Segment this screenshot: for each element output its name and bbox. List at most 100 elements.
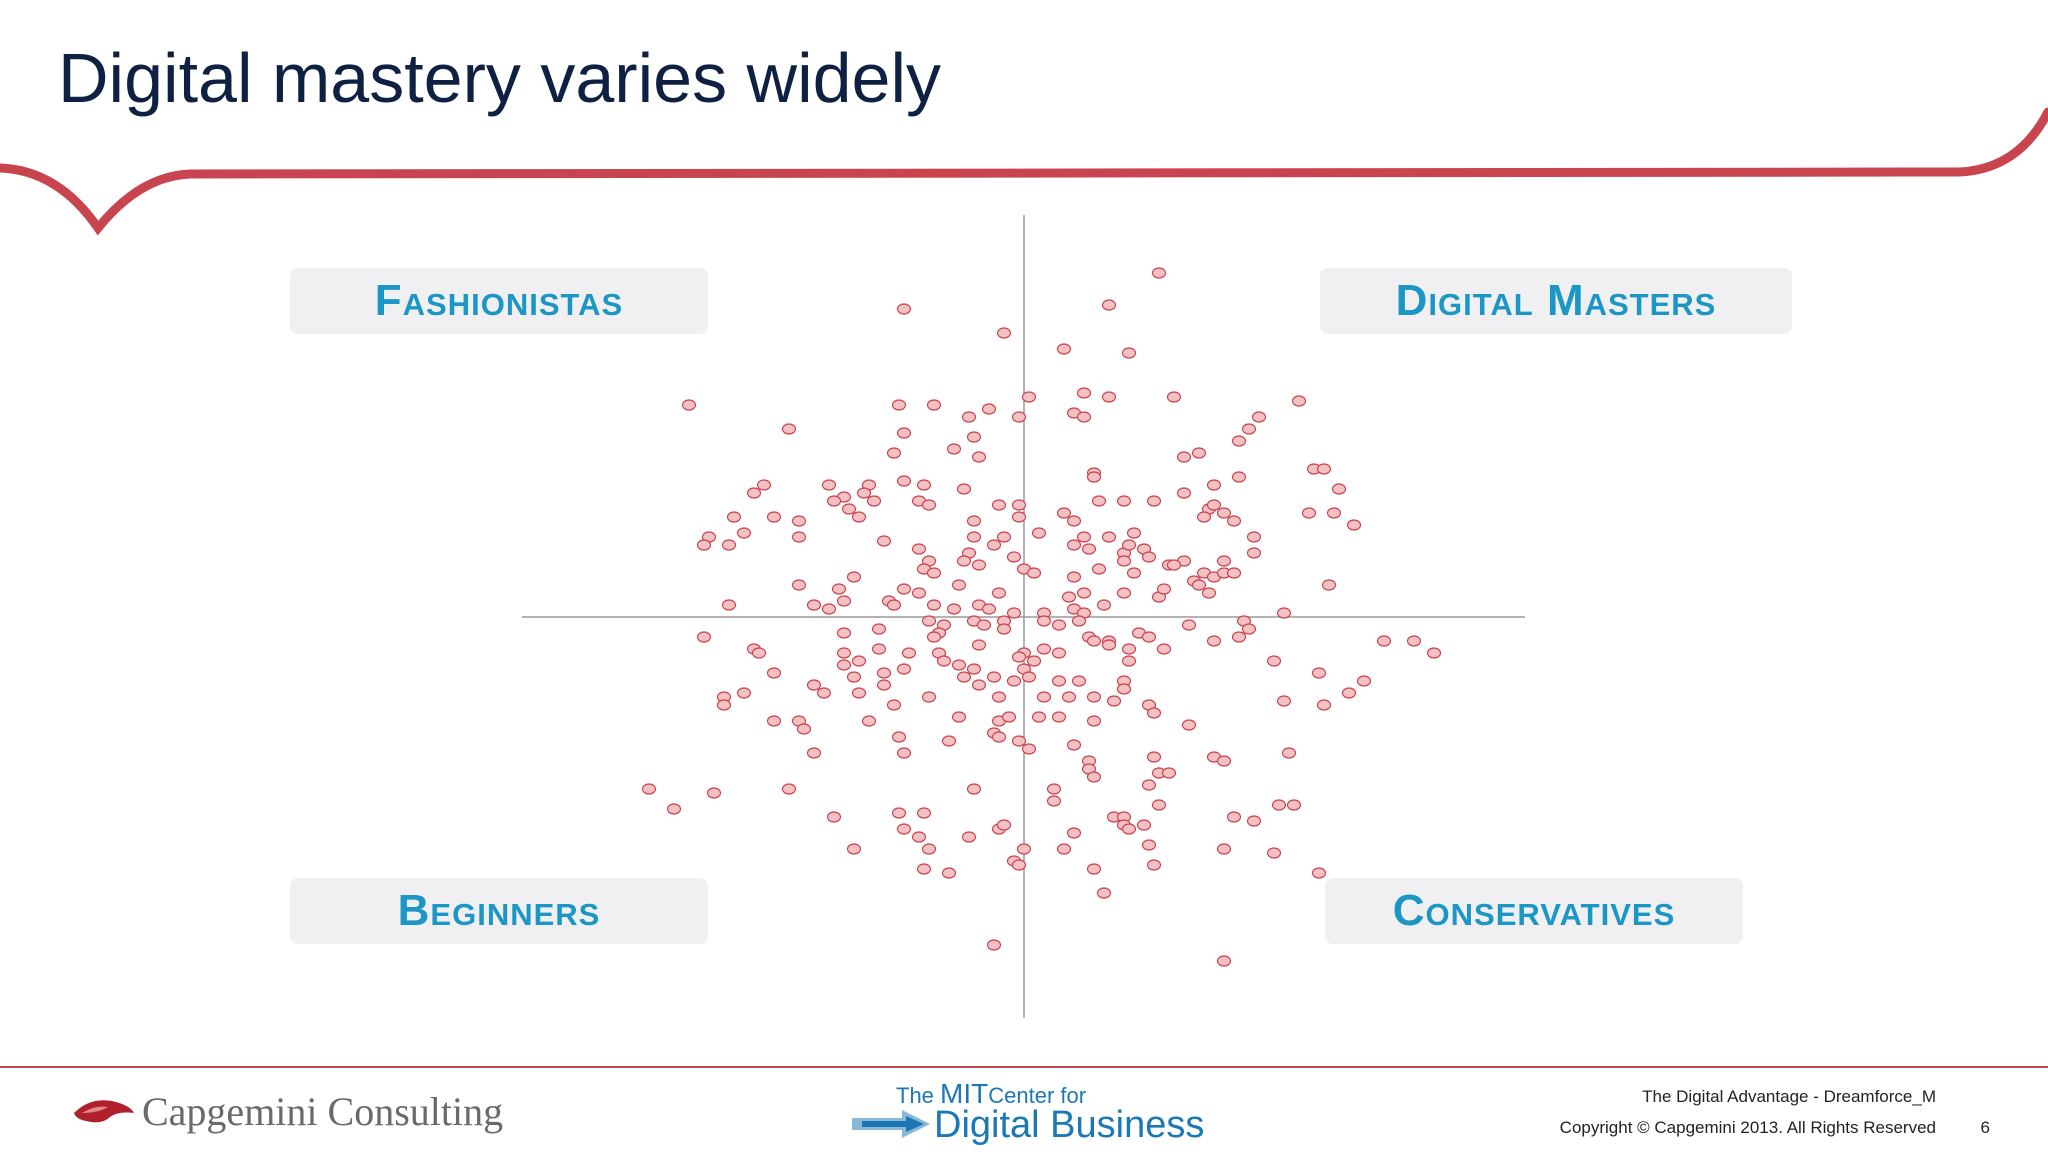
data-point-128	[1156, 583, 1172, 595]
data-point-287	[1246, 815, 1262, 827]
data-point-163	[871, 623, 887, 635]
data-point-75	[791, 531, 807, 543]
data-point-42	[1331, 483, 1347, 495]
data-point-272	[1151, 799, 1167, 811]
data-point-50	[921, 499, 937, 511]
data-point-72	[1196, 511, 1212, 523]
data-point-291	[1056, 843, 1072, 855]
data-point-256	[1281, 747, 1297, 759]
copyright-notice: Copyright © Capgemini 2013. All Rights R…	[1559, 1118, 1936, 1137]
data-point-155	[1051, 619, 1067, 631]
data-point-174	[751, 647, 767, 659]
data-point-68	[1066, 515, 1082, 527]
data-point-47	[826, 495, 842, 507]
data-point-43	[756, 479, 772, 491]
data-point-187	[936, 655, 952, 667]
data-point-262	[1141, 779, 1157, 791]
data-point-192	[1026, 655, 1042, 667]
data-point-301	[1311, 867, 1327, 879]
data-point-66	[1011, 511, 1027, 523]
data-point-62	[791, 515, 807, 527]
data-point-83	[696, 539, 712, 551]
data-point-117	[1226, 567, 1242, 579]
data-point-54	[1116, 495, 1132, 507]
data-point-171	[1231, 631, 1247, 643]
data-point-138	[981, 603, 997, 615]
data-point-181	[1036, 643, 1052, 655]
data-point-84	[721, 539, 737, 551]
data-point-0	[1151, 267, 1167, 279]
data-point-5	[1121, 347, 1137, 359]
data-point-156	[1071, 615, 1087, 627]
slide-title: Digital mastery varies widely	[58, 39, 942, 117]
data-point-121	[896, 583, 912, 595]
data-point-59	[1326, 507, 1342, 519]
quadrant-label-digital-masters-text: Digital Masters	[1395, 276, 1717, 325]
data-point-226	[1116, 683, 1132, 695]
data-point-20	[1251, 411, 1267, 423]
data-point-285	[1121, 823, 1137, 835]
data-point-261	[1046, 783, 1062, 795]
data-point-123	[951, 579, 967, 591]
quadrant-label-conservatives-text: Conservatives	[1392, 886, 1676, 935]
data-point-125	[1061, 591, 1077, 603]
data-point-23	[966, 431, 982, 443]
data-point-87	[986, 539, 1002, 551]
data-point-119	[791, 579, 807, 591]
data-point-145	[1191, 579, 1207, 591]
data-point-53	[1091, 495, 1107, 507]
header-swoosh	[0, 107, 2048, 236]
data-point-130	[806, 599, 822, 611]
data-point-129	[721, 599, 737, 611]
presentation-name: The Digital Advantage - Dreamforce_M	[1642, 1087, 1936, 1106]
data-point-210	[1426, 647, 1442, 659]
data-point-85	[911, 543, 927, 555]
data-point-246	[1011, 735, 1027, 747]
data-point-229	[1276, 695, 1292, 707]
data-point-17	[1011, 411, 1027, 423]
data-point-280	[961, 831, 977, 843]
data-point-13	[926, 399, 942, 411]
data-point-179	[971, 639, 987, 651]
data-point-126	[1076, 587, 1092, 599]
data-point-51	[991, 499, 1007, 511]
capgemini-spade-icon	[74, 1100, 134, 1123]
data-point-70	[1216, 507, 1232, 519]
data-point-293	[1216, 843, 1232, 855]
data-point-33	[1086, 471, 1102, 483]
data-point-8	[1076, 387, 1092, 399]
data-point-39	[916, 479, 932, 491]
data-point-217	[876, 679, 892, 691]
mit-logo-digital-business: Digital Business	[934, 1104, 1205, 1146]
data-point-247	[1021, 743, 1037, 755]
data-point-99	[1141, 551, 1157, 563]
data-point-303	[986, 939, 1002, 951]
data-point-134	[886, 599, 902, 611]
data-point-135	[926, 599, 942, 611]
data-point-118	[1321, 579, 1337, 591]
data-point-193	[1121, 655, 1137, 667]
data-point-257	[641, 783, 657, 795]
data-point-266	[1086, 771, 1102, 783]
data-points	[641, 267, 1442, 967]
data-point-199	[956, 671, 972, 683]
data-point-102	[846, 571, 862, 583]
data-point-98	[1116, 555, 1132, 567]
data-point-183	[1101, 639, 1117, 651]
data-point-15	[896, 427, 912, 439]
data-point-241	[1086, 715, 1102, 727]
quadrant-label-conservatives: Conservatives	[1325, 878, 1743, 944]
data-point-239	[1031, 711, 1047, 723]
data-point-216	[851, 687, 867, 699]
data-point-201	[1006, 675, 1022, 687]
data-point-230	[1316, 699, 1332, 711]
data-point-251	[896, 747, 912, 759]
data-point-122	[911, 587, 927, 599]
data-point-295	[916, 863, 932, 875]
data-point-10	[1166, 391, 1182, 403]
data-point-147	[1276, 607, 1292, 619]
data-point-222	[1036, 691, 1052, 703]
data-point-194	[766, 667, 782, 679]
data-point-88	[996, 531, 1012, 543]
data-point-214	[806, 679, 822, 691]
